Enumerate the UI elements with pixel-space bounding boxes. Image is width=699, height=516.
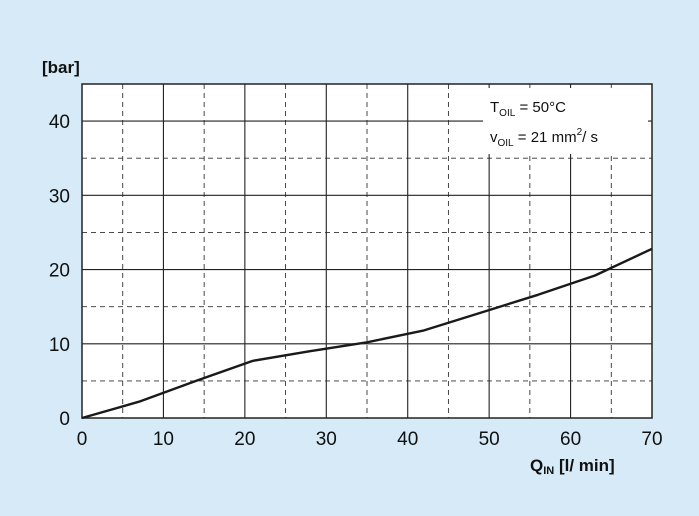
y-tick-label: 0 (59, 409, 70, 430)
x-tick-label: 20 (234, 429, 255, 450)
y-tick-label: 30 (49, 186, 70, 207)
x-tick-label: 40 (397, 429, 418, 450)
y-tick-label: 40 (49, 112, 70, 133)
y-tick-label: 10 (49, 335, 70, 356)
series-group (81, 247, 653, 420)
y-axis-label: [bar] (42, 58, 80, 77)
minor-grid (82, 84, 652, 418)
x-tick-labels: 0 10 20 30 40 50 60 70 (77, 429, 663, 450)
annotation-viscosity: vOIL = 21 mm2/ s (490, 127, 598, 149)
x-tick-label: 0 (77, 429, 88, 450)
y-tick-label: 20 (49, 261, 70, 282)
plot-frame (81, 83, 653, 419)
annotation-box (483, 88, 648, 154)
series-line (81, 247, 653, 420)
x-tick-label: 10 (153, 429, 174, 450)
x-tick-label: 50 (479, 429, 500, 450)
x-axis-label: QIN [l/ min] (530, 456, 615, 477)
y-tick-labels: 0 10 20 30 40 (49, 112, 70, 430)
x-tick-label: 30 (316, 429, 337, 450)
x-tick-label: 70 (641, 429, 662, 450)
annotation-temperature: TOIL = 50°C (490, 99, 566, 119)
x-tick-label: 60 (560, 429, 581, 450)
major-grid (82, 84, 652, 418)
